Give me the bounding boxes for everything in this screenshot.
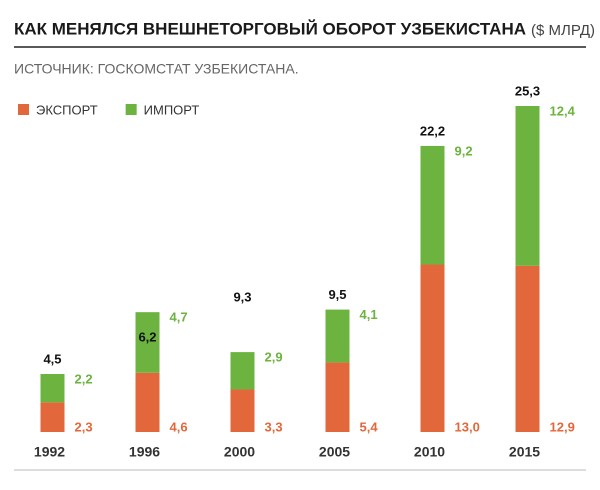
value-label: 3,3 bbox=[265, 419, 283, 434]
chart-title: КАК МЕНЯЛСЯ ВНЕШНЕТОРГОВЫЙ ОБОРОТ УЗБЕКИ… bbox=[14, 19, 526, 38]
total-label: 4,5 bbox=[43, 351, 61, 366]
value-label: 12,4 bbox=[550, 103, 576, 118]
bar-segment bbox=[230, 352, 255, 390]
value-label: 2,9 bbox=[265, 350, 283, 365]
value-label: 9,2 bbox=[455, 143, 473, 158]
bar-segment bbox=[420, 145, 445, 265]
bar-segment bbox=[515, 265, 540, 432]
bar-segment bbox=[230, 389, 255, 432]
bar-segment bbox=[420, 264, 445, 432]
bar-segment bbox=[515, 106, 540, 266]
x-tick-label: 2010 bbox=[414, 444, 445, 460]
total-label: 22,2 bbox=[420, 123, 445, 138]
value-label: 5,4 bbox=[360, 419, 379, 434]
value-label: 12,9 bbox=[550, 419, 575, 434]
total-label: 9,3 bbox=[233, 290, 251, 305]
bar-segment bbox=[325, 362, 350, 432]
total-label: 6,2 bbox=[138, 330, 156, 345]
bar-segment bbox=[135, 372, 160, 432]
x-tick-label: 2000 bbox=[224, 444, 255, 460]
x-tick-label: 1996 bbox=[129, 444, 160, 460]
value-label: 4,1 bbox=[360, 307, 378, 322]
chart-subtitle: ИСТОЧНИК: ГОСКОМСТАТ УЗБЕКИСТАНА. bbox=[14, 61, 299, 77]
legend-label: ИМПОРТ bbox=[144, 102, 200, 117]
legend-swatch bbox=[18, 104, 29, 115]
x-tick-label: 2015 bbox=[509, 444, 540, 460]
value-label: 4,7 bbox=[170, 310, 188, 325]
x-tick-label: 1992 bbox=[34, 444, 65, 460]
total-label: 9,5 bbox=[328, 287, 346, 302]
total-label: 25,3 bbox=[515, 83, 540, 98]
legend-label: ЭКСПОРТ bbox=[36, 102, 98, 117]
bar-segment bbox=[325, 309, 350, 363]
value-label: 13,0 bbox=[455, 419, 480, 434]
value-label: 4,6 bbox=[170, 419, 188, 434]
legend-swatch bbox=[125, 104, 137, 115]
bar-segment bbox=[135, 312, 160, 373]
value-label: 2,2 bbox=[75, 371, 93, 386]
x-tick-label: 2005 bbox=[319, 444, 350, 460]
bar-segment bbox=[40, 402, 65, 432]
chart-unit: ($ МЛРД) bbox=[531, 22, 595, 39]
bar-segment bbox=[40, 374, 65, 403]
value-label: 2,3 bbox=[75, 419, 93, 434]
